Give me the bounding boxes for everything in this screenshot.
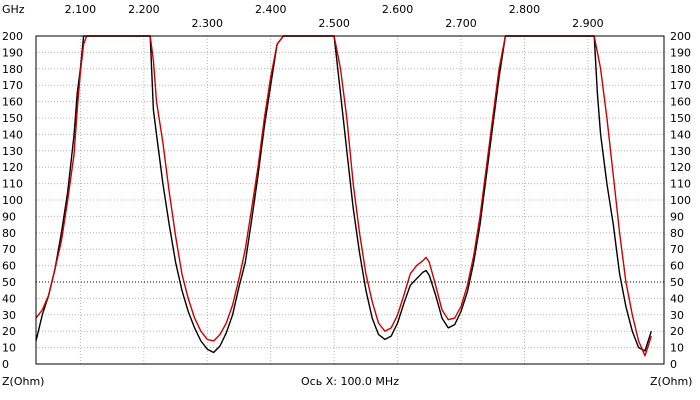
y-tick-label-left: 140 <box>2 128 23 141</box>
x-axis-caption: Ось X: 100.0 MHz <box>301 375 399 388</box>
x-tick-label: 2.100 <box>65 3 97 16</box>
y-unit-label-left: Z(Ohm) <box>2 375 44 388</box>
x-tick-label: 2.300 <box>192 17 224 30</box>
grid <box>36 36 664 364</box>
y-tick-label-right: 20 <box>670 325 684 338</box>
y-tick-label-left: 200 <box>2 30 23 43</box>
y-tick-label-right: 70 <box>670 243 684 256</box>
y-tick-label-left: 30 <box>2 309 16 322</box>
y-tick-label-left: 190 <box>2 46 23 59</box>
y-tick-label-left: 10 <box>2 342 16 355</box>
y-axis-left-labels: 0 10 20 30 40 50 60 70 80 90 100 110 120 130 140 150 160… <box>2 30 23 371</box>
y-tick-label-right: 50 <box>670 276 684 289</box>
y-tick-label-left: 100 <box>2 194 23 207</box>
x-tick-label: 2.700 <box>445 17 477 30</box>
x-tick-label: 2.200 <box>128 3 160 16</box>
y-tick-label-right: 100 <box>670 194 691 207</box>
y-tick-label-left: 20 <box>2 325 16 338</box>
y-tick-label-right: 160 <box>670 96 691 109</box>
y-tick-label-left: 120 <box>2 161 23 174</box>
y-tick-label-right: 60 <box>670 260 684 273</box>
y-tick-label-left: 70 <box>2 243 16 256</box>
y-tick-label-right: 40 <box>670 292 684 305</box>
y-unit-label-right: Z(Ohm) <box>650 375 692 388</box>
y-tick-label-left: 130 <box>2 145 23 158</box>
x-axis-labels: 2.100 2.200 2.300 2.400 2.500 2.600 2.700 2.800… <box>65 3 604 30</box>
y-tick-label-right: 140 <box>670 128 691 141</box>
y-tick-label-right: 200 <box>670 30 691 43</box>
y-axis-right-labels: 0 10 20 30 40 50 60 70 80 90 100 110 120 130 140 150 160… <box>670 30 691 371</box>
x-tick-label: 2.500 <box>318 17 350 30</box>
y-tick-label-left: 110 <box>2 178 23 191</box>
x-tick-label: 2.900 <box>572 17 604 30</box>
x-unit-label: GHz <box>2 3 25 16</box>
y-tick-label-right: 30 <box>670 309 684 322</box>
y-tick-label-left: 40 <box>2 292 16 305</box>
y-tick-label-left: 50 <box>2 276 16 289</box>
y-tick-label-right: 190 <box>670 46 691 59</box>
y-tick-label-left: 80 <box>2 227 16 240</box>
y-tick-label-right: 130 <box>670 145 691 158</box>
y-tick-label-left: 160 <box>2 96 23 109</box>
y-tick-label-right: 110 <box>670 178 691 191</box>
y-tick-label-left: 0 <box>2 358 9 371</box>
y-tick-label-right: 170 <box>670 79 691 92</box>
y-tick-label-right: 0 <box>670 358 677 371</box>
x-tick-label: 2.600 <box>382 3 414 16</box>
x-tick-label: 2.800 <box>509 3 541 16</box>
y-tick-label-left: 170 <box>2 79 23 92</box>
y-tick-label-right: 150 <box>670 112 691 125</box>
y-tick-label-left: 150 <box>2 112 23 125</box>
y-tick-label-left: 90 <box>2 210 16 223</box>
y-tick-label-right: 90 <box>670 210 684 223</box>
y-tick-label-left: 180 <box>2 63 23 76</box>
y-tick-label-right: 10 <box>670 342 684 355</box>
x-tick-label: 2.400 <box>255 3 287 16</box>
plot-frame <box>35 35 665 365</box>
y-tick-label-left: 60 <box>2 260 16 273</box>
y-tick-label-right: 180 <box>670 63 691 76</box>
y-tick-label-right: 80 <box>670 227 684 240</box>
y-tick-label-right: 120 <box>670 161 691 174</box>
